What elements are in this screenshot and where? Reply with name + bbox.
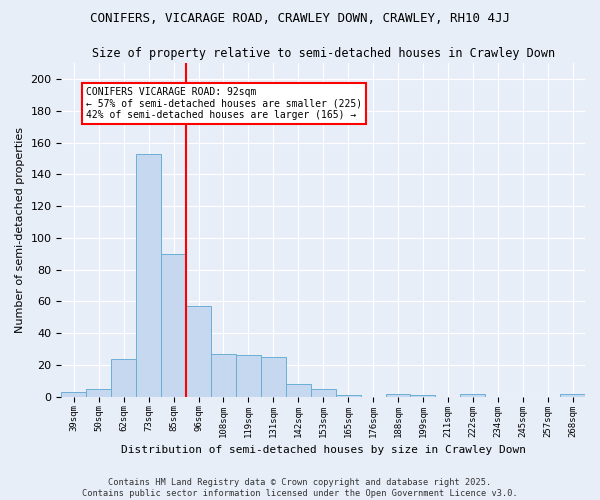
Bar: [136, 154, 161, 397]
Bar: [211, 354, 236, 397]
Bar: [386, 394, 410, 397]
X-axis label: Distribution of semi-detached houses by size in Crawley Down: Distribution of semi-detached houses by …: [121, 445, 526, 455]
Y-axis label: Number of semi-detached properties: Number of semi-detached properties: [15, 127, 25, 333]
Bar: [560, 394, 585, 397]
Bar: [335, 395, 361, 397]
Bar: [61, 392, 86, 397]
Bar: [410, 395, 436, 397]
Bar: [286, 384, 311, 397]
Bar: [111, 358, 136, 397]
Bar: [186, 306, 211, 397]
Bar: [460, 394, 485, 397]
Text: CONIFERS VICARAGE ROAD: 92sqm
← 57% of semi-detached houses are smaller (225)
42: CONIFERS VICARAGE ROAD: 92sqm ← 57% of s…: [86, 87, 362, 120]
Bar: [311, 389, 335, 397]
Bar: [86, 389, 111, 397]
Bar: [236, 356, 261, 397]
Text: CONIFERS, VICARAGE ROAD, CRAWLEY DOWN, CRAWLEY, RH10 4JJ: CONIFERS, VICARAGE ROAD, CRAWLEY DOWN, C…: [90, 12, 510, 26]
Text: Contains HM Land Registry data © Crown copyright and database right 2025.
Contai: Contains HM Land Registry data © Crown c…: [82, 478, 518, 498]
Bar: [261, 357, 286, 397]
Title: Size of property relative to semi-detached houses in Crawley Down: Size of property relative to semi-detach…: [92, 48, 555, 60]
Bar: [161, 254, 186, 397]
